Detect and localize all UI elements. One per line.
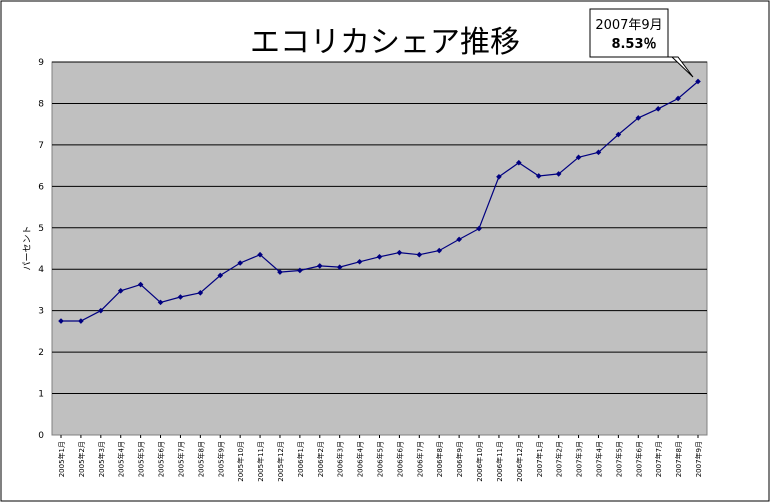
series-markers	[58, 78, 701, 324]
y-tick-label: 7	[38, 141, 44, 151]
y-tick-label: 9	[38, 58, 44, 68]
callout-date: 2007年9月	[595, 18, 662, 33]
x-tick-label: 2007年5月	[614, 441, 623, 477]
data-point	[695, 78, 701, 85]
y-tick-label: 5	[38, 224, 44, 234]
data-point	[197, 290, 204, 296]
x-tick-label: 2006年5月	[376, 441, 385, 477]
x-tick-label: 2005年10月	[236, 441, 245, 482]
x-tick-label: 2005年7月	[176, 441, 185, 477]
x-tick-label: 2006年2月	[316, 441, 325, 477]
x-tick-label: 2007年2月	[555, 441, 564, 477]
x-tick-label: 2007年4月	[594, 441, 603, 477]
data-point	[157, 299, 164, 306]
data-point	[98, 307, 104, 314]
callout-value: 8.53％	[611, 37, 656, 52]
y-tick-label: 3	[38, 307, 44, 317]
y-axis-ticks: 0 1 2 3 4 5 6 7 8 9	[38, 58, 44, 441]
data-point	[416, 251, 423, 258]
data-point	[595, 149, 602, 156]
x-tick-label: 2007年9月	[694, 441, 703, 477]
y-tick-label: 8	[38, 99, 44, 109]
x-tick-label: 2006年3月	[336, 441, 345, 477]
x-tick-label: 2006年4月	[356, 441, 365, 477]
y-tick-label: 2	[38, 348, 44, 358]
x-tick-label: 2005年11月	[256, 441, 265, 482]
callout-annotation: 2007年9月 8.53％	[589, 8, 694, 78]
x-tick-label: 2006年9月	[455, 441, 464, 477]
x-tick-label: 2007年8月	[674, 441, 683, 477]
data-point	[655, 106, 661, 112]
data-point	[555, 171, 562, 177]
x-tick-label: 2007年6月	[634, 441, 643, 477]
plot-area	[51, 61, 708, 436]
y-tick-label: 6	[38, 182, 44, 192]
data-point	[675, 95, 681, 102]
y-axis-label: パーセント	[22, 225, 33, 270]
y-tick-label: 0	[38, 431, 44, 441]
data-point	[575, 154, 582, 161]
data-point	[78, 318, 84, 324]
x-tick-label: 2007年7月	[654, 441, 663, 477]
data-point	[257, 251, 263, 258]
data-point	[376, 253, 383, 260]
callout-box	[589, 8, 694, 78]
x-tick-label: 2006年7月	[415, 441, 424, 477]
x-tick-label: 2005年5月	[137, 441, 146, 477]
data-point	[237, 260, 243, 266]
data-point	[58, 318, 64, 324]
data-point	[177, 294, 184, 300]
x-tick-label: 2006年8月	[435, 441, 444, 477]
data-point	[516, 159, 522, 166]
x-tick-label: 2005年12月	[276, 441, 285, 482]
data-point	[277, 269, 283, 275]
data-point	[316, 263, 323, 269]
x-tick-label: 2005年3月	[97, 441, 106, 477]
x-tick-label: 2006年11月	[495, 441, 504, 482]
x-tick-label: 2006年6月	[395, 441, 404, 477]
data-point	[456, 236, 462, 243]
data-point	[396, 249, 403, 256]
data-point	[635, 115, 642, 121]
data-point	[336, 264, 343, 270]
data-point	[615, 131, 622, 138]
x-tick-label: 2007年1月	[535, 441, 544, 477]
y-tick-label: 4	[38, 265, 44, 275]
x-axis-ticks: 2005年1月 2005年2月 2005年3月 2005年4月 2005年5月 2005年…	[57, 435, 703, 482]
data-point	[137, 281, 144, 288]
x-tick-label: 2006年12月	[515, 441, 524, 482]
data-point	[535, 173, 542, 179]
x-tick-label: 2005年2月	[77, 441, 86, 477]
data-point	[356, 258, 363, 265]
x-tick-label: 2005年4月	[117, 441, 126, 477]
data-point	[436, 247, 443, 254]
x-tick-label: 2005年1月	[57, 441, 66, 477]
data-point	[117, 287, 124, 294]
chart-title: エコリカシェア推移	[250, 25, 520, 60]
x-tick-label: 2005年6月	[157, 441, 166, 477]
y-tick-label: 1	[38, 390, 44, 400]
gridlines	[52, 61, 707, 395]
data-point	[476, 225, 482, 232]
data-point	[496, 174, 502, 180]
data-point	[297, 267, 303, 274]
x-tick-label: 2005年8月	[196, 441, 205, 477]
x-tick-label: 2006年10月	[475, 441, 484, 482]
x-tick-label: 2006年1月	[296, 441, 305, 477]
data-point	[217, 272, 224, 279]
x-tick-label: 2007年3月	[575, 441, 584, 477]
x-tick-label: 2005年9月	[216, 441, 225, 477]
